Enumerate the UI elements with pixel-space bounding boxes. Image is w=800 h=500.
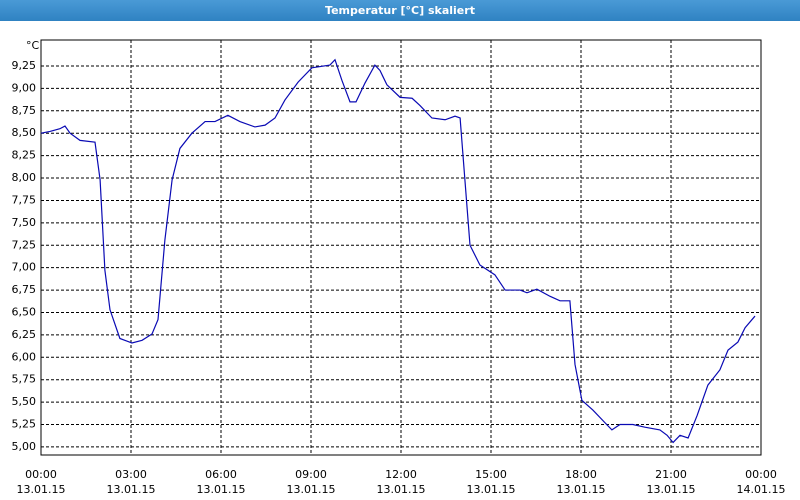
plot-frame <box>40 39 762 456</box>
y-tick-label: 8,50 <box>12 126 37 139</box>
y-tick-label: 7,75 <box>12 193 37 206</box>
x-tick-date: 13.01.15 <box>377 483 426 496</box>
x-tick-label: 18:00 <box>565 468 597 481</box>
y-unit: °C <box>26 39 40 52</box>
y-tick-label: 6,25 <box>12 328 37 341</box>
x-tick-label: 09:00 <box>295 468 327 481</box>
y-tick-label: 5,25 <box>12 418 37 431</box>
x-tick-date: 13.01.15 <box>197 483 246 496</box>
x-tick-label: 15:00 <box>475 468 507 481</box>
x-tick-date: 13.01.15 <box>17 483 66 496</box>
x-tick-date: 13.01.15 <box>107 483 156 496</box>
x-tick-label: 00:00 <box>745 468 777 481</box>
x-tick-label: 03:00 <box>115 468 147 481</box>
y-tick-label: 7,25 <box>12 238 37 251</box>
x-tick-date: 13.01.15 <box>287 483 336 496</box>
y-tick-label: 6,75 <box>12 283 37 296</box>
y-tick-label: 6,50 <box>12 305 37 318</box>
x-tick-date: 14.01.15 <box>737 483 786 496</box>
title-bar <box>0 0 800 21</box>
y-tick-label: 5,00 <box>12 440 37 453</box>
x-tick-date: 13.01.15 <box>557 483 606 496</box>
x-tick-date: 13.01.15 <box>467 483 516 496</box>
x-tick-date: 13.01.15 <box>647 483 696 496</box>
x-tick-label: 12:00 <box>385 468 417 481</box>
y-tick-label: 5,75 <box>12 373 37 386</box>
x-tick-label: 21:00 <box>655 468 687 481</box>
x-tick-label: 06:00 <box>205 468 237 481</box>
y-tick-label: 8,00 <box>12 171 37 184</box>
data-line <box>40 58 756 444</box>
y-tick-label: 5,50 <box>12 395 37 408</box>
y-tick-label: 7,50 <box>12 216 37 229</box>
y-tick-label: 8,75 <box>12 104 37 117</box>
y-tick-label: 6,00 <box>12 350 37 363</box>
y-tick-label: 9,25 <box>12 59 37 72</box>
y-tick-label: 7,00 <box>12 261 37 274</box>
y-tick-label: 8,25 <box>12 149 37 162</box>
chart-title: Temperatur [°C] skaliert <box>325 4 475 17</box>
x-tick-label: 00:00 <box>25 468 57 481</box>
y-tick-label: 9,00 <box>12 81 37 94</box>
